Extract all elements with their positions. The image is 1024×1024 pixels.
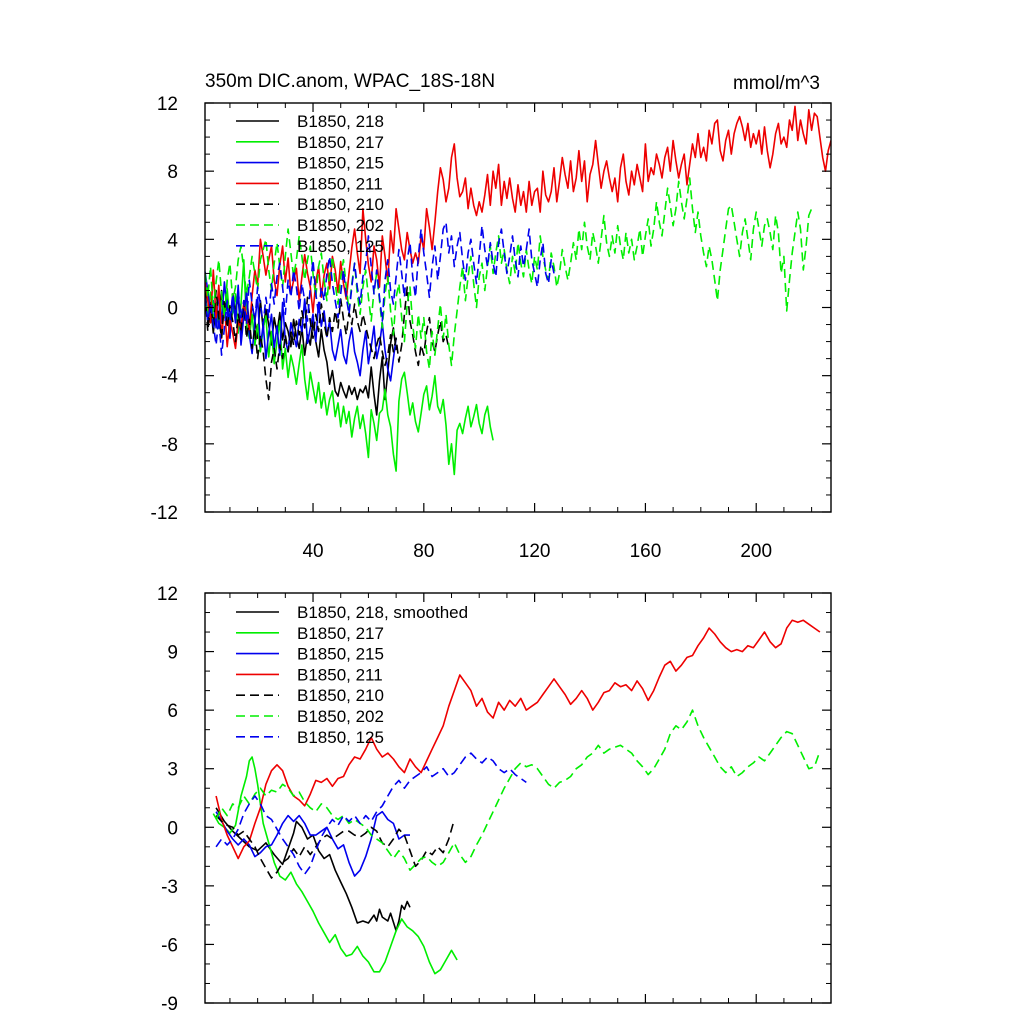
bottom-panel-series [212, 619, 821, 975]
bottom-series-line-5 [215, 815, 456, 879]
top-x-tick-label: 80 [413, 541, 434, 562]
top-y-tick-label: 8 [167, 162, 178, 183]
bottom-panel-legend: B1850, 218, smoothed B1850, 217 B1850, 215… [236, 603, 468, 747]
top-legend-label-6: B1850, 202 [297, 216, 384, 235]
bottom-y-tick-label: -3 [161, 877, 178, 898]
bottom-legend-label-7: B1850, 125 [297, 728, 384, 747]
bottom-legend-label-4: B1850, 211 [297, 665, 383, 684]
top-legend-label-2: B1850, 217 [297, 133, 384, 152]
top-legend-label-5: B1850, 210 [297, 195, 384, 214]
bottom-y-tick-label: 9 [167, 643, 178, 664]
bottom-panel-axes: -9 -6 -3 0 3 6 9 12 [157, 584, 831, 1015]
top-x-tick-label: 160 [630, 541, 662, 562]
bottom-panel-frame [204, 592, 832, 1004]
top-legend-label-4: B1850, 211 [297, 174, 383, 193]
bottom-series-line-6 [215, 709, 821, 871]
bottom-y-tick-label: -9 [161, 994, 178, 1015]
top-legend-label-7: B1850, 125 [297, 237, 384, 256]
bottom-y-tick-label: 3 [167, 760, 178, 781]
top-y-tick-label: 12 [157, 94, 178, 115]
bottom-panel: B1850, 218, smoothed B1850, 217 B1850, 215… [157, 584, 832, 1015]
top-series-line-4 [205, 105, 831, 350]
top-panel-axes: -12 -8 -4 0 4 8 12 40 80 120 160 200 [151, 94, 831, 562]
bottom-legend-label-5: B1850, 210 [297, 686, 384, 705]
bottom-legend-label-6: B1850, 202 [297, 707, 384, 726]
bottom-y-tick-label: 0 [167, 818, 178, 839]
top-y-tick-label: 4 [167, 230, 178, 251]
top-y-tick-label: -4 [161, 367, 178, 388]
bottom-legend-label-1: B1850, 218, smoothed [297, 603, 468, 622]
bottom-series-line-1 [215, 807, 411, 932]
top-y-tick-label: 0 [167, 299, 178, 320]
top-y-tick-label: -8 [161, 435, 178, 456]
bottom-series-line-4 [215, 619, 821, 860]
top-series-line-6 [205, 177, 813, 370]
top-x-tick-label: 120 [519, 541, 551, 562]
bottom-legend-label-3: B1850, 215 [297, 645, 384, 664]
top-legend-label-3: B1850, 215 [297, 154, 384, 173]
bottom-y-tick-label: -6 [161, 935, 178, 956]
top-panel: 350m DIC.anom, WPAC_18S-18N mmol/m^3 B18… [151, 71, 832, 562]
bottom-series-line-7 [215, 752, 527, 875]
top-y-tick-label: -12 [151, 503, 178, 524]
top-x-tick-label: 200 [740, 541, 772, 562]
bottom-y-tick-label: 12 [157, 584, 178, 605]
top-legend-label-1: B1850, 218 [297, 112, 384, 131]
top-panel-title: 350m DIC.anom, WPAC_18S-18N [205, 71, 495, 92]
top-series-line-7 [205, 221, 555, 356]
top-panel-series [205, 105, 831, 476]
bottom-y-tick-label: 6 [167, 701, 178, 722]
bottom-series-line-2 [212, 756, 458, 975]
top-series-line-2 [205, 259, 494, 476]
top-x-tick-label: 40 [302, 541, 323, 562]
bottom-legend-label-2: B1850, 217 [297, 624, 384, 643]
top-panel-units: mmol/m^3 [733, 73, 820, 94]
bottom-series-line-3 [215, 810, 410, 877]
